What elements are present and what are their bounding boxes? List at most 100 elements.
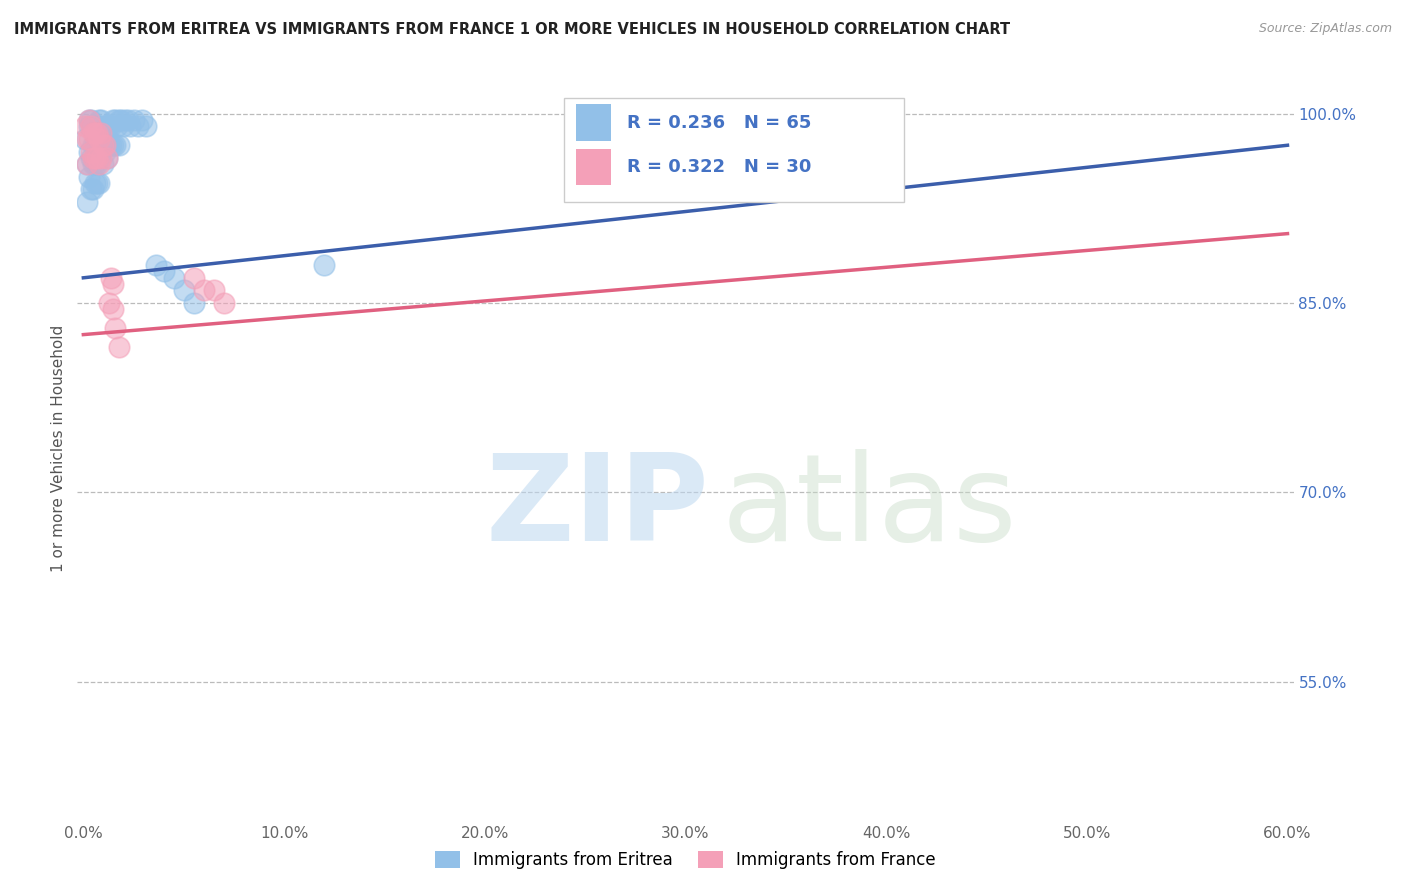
Immigrants from Eritrea xyxy=(86,157,108,171)
FancyBboxPatch shape xyxy=(564,98,904,202)
Immigrants from France xyxy=(82,151,104,165)
Immigrants from Eritrea xyxy=(84,138,107,153)
Immigrants from France xyxy=(89,157,111,171)
Immigrants from Eritrea xyxy=(117,113,139,128)
Immigrants from France xyxy=(103,277,125,292)
Immigrants from France xyxy=(86,126,108,140)
Immigrants from France xyxy=(96,151,118,165)
Immigrants from France xyxy=(79,113,101,128)
Immigrants from France xyxy=(100,270,122,285)
Immigrants from Eritrea xyxy=(103,113,125,128)
Immigrants from France xyxy=(183,270,205,285)
Immigrants from France xyxy=(84,151,107,165)
Immigrants from Eritrea xyxy=(90,113,112,128)
Immigrants from Eritrea xyxy=(173,284,195,298)
FancyBboxPatch shape xyxy=(576,149,612,186)
Immigrants from Eritrea xyxy=(127,120,149,134)
Immigrants from France xyxy=(94,138,117,153)
Immigrants from Eritrea xyxy=(114,113,136,128)
Immigrants from Eritrea xyxy=(86,176,108,190)
Immigrants from Eritrea xyxy=(93,157,115,171)
Immigrants from Eritrea xyxy=(93,120,115,134)
Immigrants from Eritrea xyxy=(100,138,122,153)
Immigrants from France xyxy=(76,157,98,171)
Immigrants from Eritrea xyxy=(84,176,107,190)
Immigrants from France xyxy=(76,132,98,146)
Immigrants from Eritrea xyxy=(145,258,167,272)
Immigrants from Eritrea xyxy=(76,157,98,171)
Immigrants from Eritrea xyxy=(86,120,108,134)
Immigrants from Eritrea xyxy=(89,113,111,128)
Text: R = 0.322   N = 30: R = 0.322 N = 30 xyxy=(627,159,811,177)
Text: Source: ZipAtlas.com: Source: ZipAtlas.com xyxy=(1258,22,1392,36)
Immigrants from Eritrea xyxy=(93,138,115,153)
Immigrants from France xyxy=(90,151,112,165)
Immigrants from Eritrea xyxy=(314,258,336,272)
Immigrants from Eritrea xyxy=(89,151,111,165)
Immigrants from France xyxy=(104,321,127,335)
Immigrants from France xyxy=(202,284,225,298)
Immigrants from Eritrea xyxy=(96,138,118,153)
Immigrants from Eritrea xyxy=(104,113,127,128)
Immigrants from Eritrea xyxy=(90,132,112,146)
Immigrants from Eritrea xyxy=(112,120,135,134)
Immigrants from France xyxy=(108,340,131,354)
Immigrants from Eritrea xyxy=(108,138,131,153)
Immigrants from France xyxy=(89,132,111,146)
Immigrants from Eritrea xyxy=(118,120,141,134)
Immigrants from Eritrea xyxy=(79,120,101,134)
Immigrants from France xyxy=(212,296,235,310)
Text: atlas: atlas xyxy=(721,450,1018,566)
Immigrants from Eritrea xyxy=(183,296,205,310)
Immigrants from Eritrea xyxy=(80,151,103,165)
Text: IMMIGRANTS FROM ERITREA VS IMMIGRANTS FROM FRANCE 1 OR MORE VEHICLES IN HOUSEHOL: IMMIGRANTS FROM ERITREA VS IMMIGRANTS FR… xyxy=(14,22,1010,37)
Immigrants from Eritrea xyxy=(103,138,125,153)
Immigrants from France xyxy=(98,296,121,310)
Immigrants from France xyxy=(82,126,104,140)
Immigrants from Eritrea xyxy=(96,151,118,165)
Immigrants from Eritrea xyxy=(122,113,145,128)
Immigrants from Eritrea xyxy=(80,113,103,128)
Immigrants from Eritrea xyxy=(98,120,121,134)
Immigrants from Eritrea xyxy=(82,138,104,153)
Immigrants from Eritrea xyxy=(100,120,122,134)
Immigrants from Eritrea xyxy=(107,120,129,134)
Immigrants from Eritrea xyxy=(135,120,157,134)
Immigrants from Eritrea xyxy=(86,138,108,153)
Immigrants from Eritrea xyxy=(84,120,107,134)
Immigrants from Eritrea xyxy=(90,145,112,159)
Immigrants from France xyxy=(93,138,115,153)
Immigrants from Eritrea xyxy=(593,106,616,120)
Immigrants from France xyxy=(75,120,97,134)
Text: ZIP: ZIP xyxy=(486,450,710,566)
Immigrants from Eritrea xyxy=(104,138,127,153)
Immigrants from Eritrea xyxy=(96,120,118,134)
Immigrants from France xyxy=(80,120,103,134)
Immigrants from Eritrea xyxy=(76,195,98,210)
Legend: Immigrants from Eritrea, Immigrants from France: Immigrants from Eritrea, Immigrants from… xyxy=(429,844,942,876)
Immigrants from France xyxy=(90,126,112,140)
Immigrants from France xyxy=(80,145,103,159)
Immigrants from Eritrea xyxy=(131,113,153,128)
Immigrants from Eritrea xyxy=(80,182,103,196)
Immigrants from Eritrea xyxy=(82,157,104,171)
Immigrants from France xyxy=(84,126,107,140)
Immigrants from Eritrea xyxy=(94,126,117,140)
Immigrants from Eritrea xyxy=(82,182,104,196)
Immigrants from France xyxy=(103,302,125,317)
Immigrants from Eritrea xyxy=(152,264,174,278)
FancyBboxPatch shape xyxy=(576,104,612,141)
Immigrants from France xyxy=(79,132,101,146)
Immigrants from Eritrea xyxy=(108,113,131,128)
Immigrants from Eritrea xyxy=(94,145,117,159)
Text: R = 0.236   N = 65: R = 0.236 N = 65 xyxy=(627,114,811,132)
Immigrants from Eritrea xyxy=(89,176,111,190)
Immigrants from Eritrea xyxy=(79,169,101,184)
Immigrants from Eritrea xyxy=(79,145,101,159)
Immigrants from France xyxy=(193,284,215,298)
Immigrants from Eritrea xyxy=(75,132,97,146)
Immigrants from Eritrea xyxy=(98,138,121,153)
Y-axis label: 1 or more Vehicles in Household: 1 or more Vehicles in Household xyxy=(51,325,66,572)
Immigrants from France xyxy=(86,151,108,165)
Immigrants from Eritrea xyxy=(82,120,104,134)
